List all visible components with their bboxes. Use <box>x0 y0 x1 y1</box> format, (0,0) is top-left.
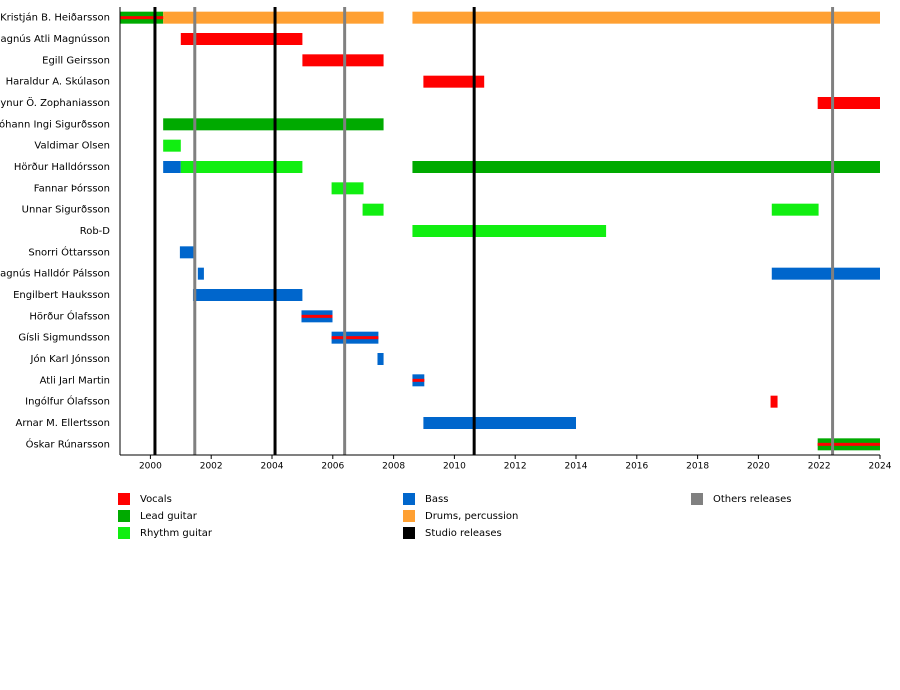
row-label: Egill Geirsson <box>42 55 110 66</box>
role-bar <box>197 267 204 280</box>
legend-swatch <box>691 493 703 505</box>
role-bar <box>163 161 181 173</box>
row-label: Arnar M. Ellertsson <box>16 418 110 429</box>
role-bar <box>412 161 880 173</box>
x-tick-label: 2002 <box>200 462 223 472</box>
row-label: Engilbert Hauksson <box>13 290 110 301</box>
row-label: Rob-D <box>80 226 111 237</box>
row-label: Óskar Rúnarsson <box>26 437 110 450</box>
role-line <box>817 442 880 446</box>
x-tick-label: 2006 <box>321 462 344 472</box>
legend-label: Others releases <box>713 494 791 505</box>
role-bar <box>377 353 384 365</box>
row-label: Kristján B. Heiðarsson <box>0 12 110 24</box>
row-label: Jóhann Ingi Sigurðsson <box>0 118 110 130</box>
legend-label: Studio releases <box>425 528 502 539</box>
row-label: Magnús Atli Magnússon <box>0 33 110 45</box>
x-tick-label: 2010 <box>443 462 466 472</box>
legend-swatch <box>118 527 130 539</box>
row-label: Ingólfur Ólafsson <box>25 395 110 408</box>
role-bar <box>362 203 384 216</box>
x-tick-label: 2022 <box>808 462 831 472</box>
x-tick-label: 2008 <box>382 462 405 472</box>
row-label: Magnús Halldór Pálsson <box>0 268 110 280</box>
row-label: Atli Jarl Martin <box>40 375 110 386</box>
role-bar <box>163 11 384 24</box>
x-tick-label: 2014 <box>565 462 588 472</box>
row-label: Hörður Ólafsson <box>29 309 110 322</box>
x-tick-label: 2024 <box>869 462 892 472</box>
role-bar <box>423 417 576 429</box>
legend-swatch <box>403 527 415 539</box>
role-bar <box>770 395 778 408</box>
row-label: Valdimar Olsen <box>34 141 110 152</box>
x-tick-label: 2016 <box>625 462 648 472</box>
role-bar <box>771 203 819 216</box>
x-tick-label: 2000 <box>139 462 162 472</box>
row-label: Jón Karl Jónsson <box>30 353 110 365</box>
role-bar <box>192 289 303 301</box>
role-line <box>120 16 181 20</box>
row-label: Haraldur A. Skúlason <box>6 76 110 88</box>
legend-swatch <box>403 493 415 505</box>
role-bar <box>302 54 384 67</box>
row-label: Unnar Sigurðsson <box>22 205 110 216</box>
legend-swatch <box>118 510 130 522</box>
x-tick-label: 2004 <box>261 462 284 472</box>
role-bar <box>331 182 364 195</box>
role-bar <box>817 97 880 109</box>
role-bar <box>412 11 880 24</box>
role-bar <box>180 161 303 173</box>
row-label: Gísli Sigmundsson <box>18 332 110 344</box>
legend-label: Bass <box>425 494 448 505</box>
row-label: Hlynur Ö. Zophaniasson <box>0 96 110 109</box>
role-bar <box>163 139 181 152</box>
legend-label: Vocals <box>140 494 172 505</box>
legend-swatch <box>403 510 415 522</box>
row-label: Fannar Þórsson <box>34 182 110 194</box>
role-bar <box>179 246 194 259</box>
legend-label: Lead guitar <box>140 511 198 522</box>
role-line <box>301 314 333 318</box>
x-tick-label: 2020 <box>747 462 770 472</box>
x-tick-label: 2018 <box>686 462 709 472</box>
role-bar <box>180 33 303 45</box>
role-bar <box>423 75 485 88</box>
legend-swatch <box>118 493 130 505</box>
role-bar <box>412 225 607 237</box>
legend-label: Rhythm guitar <box>140 528 213 539</box>
row-label: Snorri Óttarsson <box>28 245 110 258</box>
role-line <box>331 336 379 340</box>
legend-label: Drums, percussion <box>425 511 518 522</box>
role-line <box>412 378 425 382</box>
role-bar <box>771 267 880 280</box>
row-label: Hörður Halldórsson <box>14 161 110 173</box>
role-bar <box>163 118 384 131</box>
x-tick-label: 2012 <box>504 462 527 472</box>
